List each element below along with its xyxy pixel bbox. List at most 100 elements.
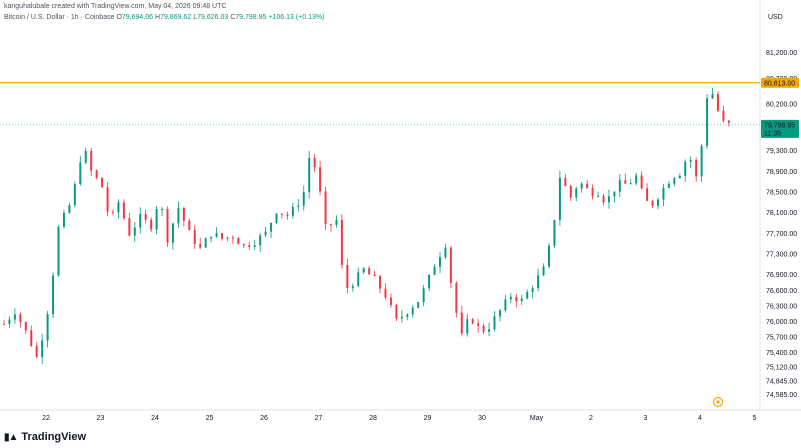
- candle-body: [275, 213, 278, 223]
- close-label: C: [230, 14, 236, 21]
- candle-body: [226, 237, 229, 239]
- candle-body: [389, 297, 392, 305]
- candle-body: [706, 98, 709, 146]
- candle-body: [684, 161, 687, 176]
- candle-body: [384, 288, 387, 298]
- candle-body: [526, 291, 529, 299]
- price-tick-label: 76,900.00: [766, 272, 797, 279]
- level-price-badge: [761, 77, 799, 88]
- candle-body: [177, 207, 180, 224]
- candle-body: [188, 220, 191, 231]
- price-tick-label: 78,100.00: [766, 210, 797, 217]
- symbol-ohlc-legend: Bitcoin / U.S. Dollar · 1h · Coinbase O7…: [4, 14, 324, 21]
- candle-body: [95, 170, 98, 178]
- candle-body: [498, 310, 501, 317]
- candle-body: [428, 274, 431, 289]
- candle-body: [667, 183, 670, 188]
- candle-body: [242, 244, 245, 246]
- low-value: 79,626.03: [197, 14, 229, 21]
- candle-body: [575, 188, 578, 198]
- candle-body: [564, 177, 567, 186]
- currency-label: USD: [768, 14, 783, 21]
- candle-body: [624, 180, 627, 184]
- candle-body: [444, 247, 447, 258]
- candle-body: [488, 329, 491, 332]
- candle-body: [629, 183, 632, 185]
- candle-body: [46, 314, 49, 341]
- time-tick-label: 30: [478, 415, 486, 422]
- candle-body: [597, 196, 600, 198]
- price-tick-label: 78,500.00: [766, 190, 797, 197]
- bar-countdown-label: 11:35: [764, 130, 781, 137]
- open-value: 79,694.06: [121, 14, 154, 21]
- candle-body: [716, 94, 719, 111]
- tradingview-logo-icon: ▮▲: [4, 431, 18, 443]
- price-tick-label: 80,200.00: [766, 102, 797, 109]
- time-tick-label: May: [530, 415, 544, 422]
- candle-body: [504, 299, 507, 311]
- time-tick-label: 24: [151, 415, 159, 422]
- last-price-label: 79,798.95: [764, 122, 795, 129]
- candle-body: [357, 272, 360, 287]
- candle-body: [79, 162, 82, 184]
- candle-body: [411, 307, 414, 315]
- candle-body: [640, 175, 643, 189]
- candle-body: [3, 323, 5, 325]
- change-value: +106.13 (+0.13%): [268, 14, 325, 21]
- price-tick-label: 76,600.00: [766, 288, 797, 295]
- price-tick-label: 78,900.00: [766, 169, 797, 176]
- candle-body: [689, 160, 692, 162]
- candle-body: [651, 200, 654, 206]
- candle-body: [406, 314, 409, 317]
- candle-body: [400, 316, 403, 319]
- candle-body: [520, 298, 523, 302]
- price-tick-label: 74,845.00: [766, 378, 797, 385]
- level-price-label: 80,613.00: [764, 80, 795, 87]
- time-tick-label: 3: [644, 415, 648, 422]
- candle-body: [635, 175, 638, 184]
- candle-body: [591, 188, 594, 197]
- candle-body: [558, 177, 561, 220]
- candle-body: [395, 304, 398, 319]
- candle-body: [231, 237, 234, 239]
- candle-body: [433, 266, 436, 275]
- price-tick-label: 75,700.00: [766, 334, 797, 341]
- candle-body: [52, 275, 55, 315]
- candle-body: [182, 207, 185, 221]
- creator-line: kanguhalubale created with TradingView.c…: [4, 3, 227, 10]
- candle-body: [313, 157, 316, 168]
- high-value: 79,869.62: [160, 14, 192, 21]
- candle-body: [237, 238, 240, 245]
- candle-body: [24, 322, 27, 331]
- low-label: L: [193, 14, 198, 21]
- candle-body: [330, 224, 332, 226]
- candle-body: [580, 183, 583, 189]
- candle-body: [8, 319, 11, 324]
- candle-body: [128, 218, 131, 236]
- candle-body: [324, 191, 327, 225]
- candle-body: [439, 257, 441, 267]
- candle-body: [57, 226, 60, 276]
- candle-body: [112, 211, 114, 213]
- candle-body: [646, 188, 649, 201]
- high-label: H: [155, 14, 161, 21]
- candle-body: [542, 266, 545, 276]
- candle-body: [586, 183, 589, 189]
- price-tick-label: 77,300.00: [766, 252, 797, 259]
- candle-body: [449, 247, 452, 283]
- candle-body: [607, 196, 610, 203]
- candle-body: [477, 323, 480, 326]
- candle-body: [210, 236, 213, 239]
- candle-body: [150, 219, 153, 230]
- time-tick-label: 28: [369, 415, 377, 422]
- candle-body: [515, 296, 518, 302]
- candle-body: [340, 220, 343, 265]
- candle-body: [351, 286, 354, 289]
- candle-body: [62, 212, 65, 227]
- candle-body: [280, 213, 283, 215]
- time-tick-label: 5: [753, 415, 757, 422]
- candle-body: [711, 94, 714, 99]
- price-tick-label: 76,000.00: [766, 319, 797, 326]
